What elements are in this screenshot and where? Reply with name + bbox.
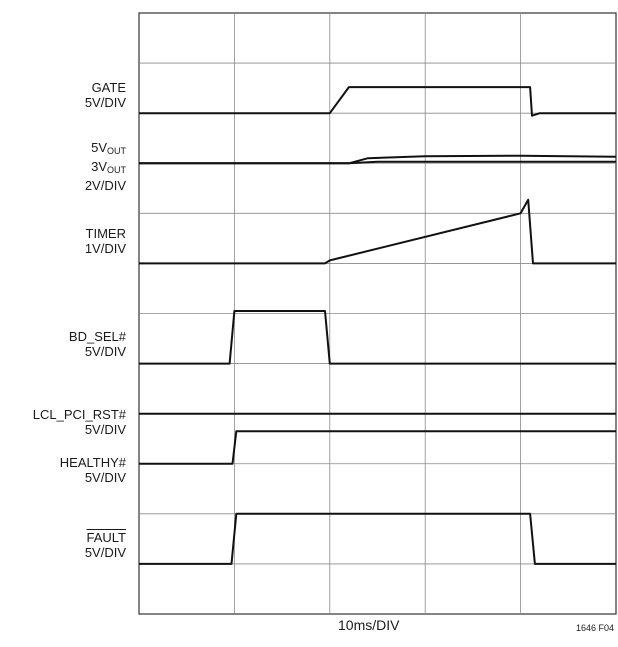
timer-scale: 1V/DIV — [84, 241, 126, 256]
x-axis-scale: 10ms/DIV — [338, 617, 400, 633]
bdsel-scale: 5V/DIV — [84, 344, 126, 359]
gate-name: GATE — [91, 80, 126, 95]
trace-timer — [139, 198, 616, 265]
figure-id: 1646 F04 — [575, 623, 614, 633]
healthy-name: HEALTHY# — [59, 455, 126, 470]
timer-name: TIMER — [85, 226, 126, 241]
trace-layer — [139, 86, 617, 565]
rst-scale: 5V/DIV — [84, 422, 126, 437]
v3out-name: 3VOUT — [91, 159, 126, 175]
trace-3v-out — [139, 160, 616, 165]
vout-label: 5VOUT 3VOUT 2V/DIV — [85, 140, 126, 193]
fault-label: FAULT 5V/DIV — [85, 530, 126, 560]
rst-label: LCL_PCI_RST# 5V/DIV — [33, 407, 126, 437]
trace-gate — [139, 86, 616, 117]
bdsel-label: BD_SEL# 5V/DIV — [69, 329, 126, 359]
plot-grid — [138, 12, 617, 615]
healthy-scale: 5V/DIV — [84, 470, 126, 485]
healthy-label: HEALTHY# 5V/DIV — [60, 455, 126, 485]
fault-name: FAULT — [86, 530, 127, 545]
trace-healthy — [139, 430, 616, 465]
trace-fault — [139, 512, 616, 565]
v5out-name: 5VOUT — [91, 140, 126, 156]
timer-label: TIMER 1V/DIV — [85, 226, 126, 256]
trace-bd-sel — [139, 310, 616, 365]
vout-scale: 2V/DIV — [84, 178, 126, 193]
fault-scale: 5V/DIV — [84, 545, 126, 560]
bdsel-name: BD_SEL# — [68, 329, 126, 344]
gate-label: GATE 5V/DIV — [85, 80, 126, 110]
rst-name: LCL_PCI_RST# — [32, 407, 126, 422]
gate-scale: 5V/DIV — [84, 95, 126, 110]
